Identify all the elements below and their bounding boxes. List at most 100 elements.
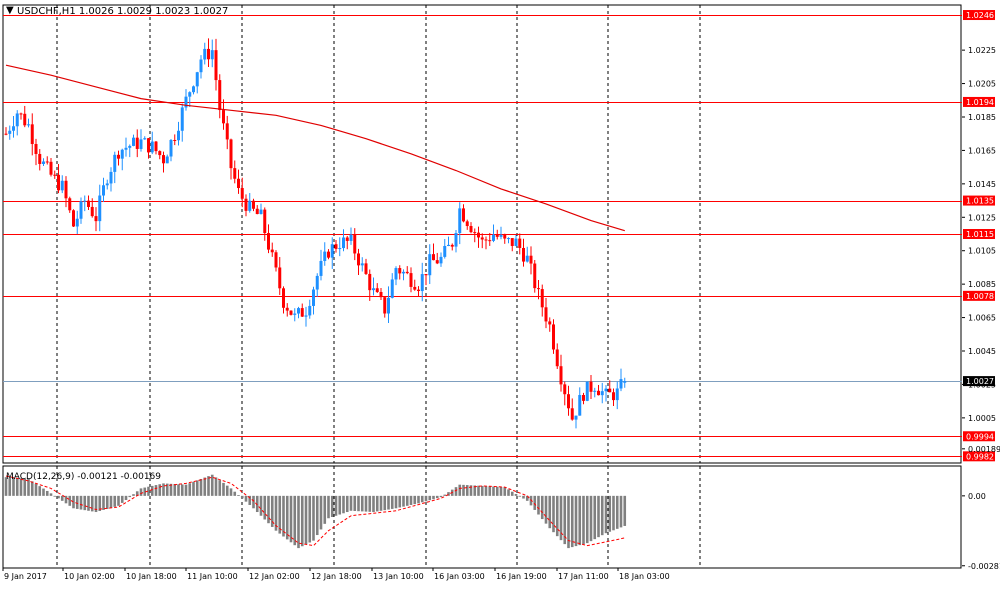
- y-tick-label: 1.0085: [968, 280, 996, 289]
- candle-body: [139, 139, 143, 149]
- macd-histogram-bar: [195, 480, 199, 496]
- candle-body: [259, 209, 263, 215]
- macd-histogram-bar: [27, 478, 30, 496]
- candle-body: [574, 415, 578, 420]
- current-price-tag-label: 1.0027: [966, 377, 994, 386]
- candle-body: [4, 133, 8, 135]
- macd-histogram-bar: [615, 495, 619, 529]
- macd-histogram-bar: [623, 495, 627, 526]
- candle-body: [300, 308, 304, 317]
- candle-body: [38, 153, 42, 164]
- candle-body: [162, 155, 165, 164]
- candle-body: [473, 232, 477, 234]
- macd-histogram-bar: [398, 495, 402, 508]
- candle-body: [8, 130, 12, 134]
- macd-histogram-bar: [229, 488, 233, 496]
- candle-body: [529, 255, 533, 264]
- candle-body: [53, 174, 57, 176]
- candle-body: [604, 388, 608, 392]
- candle-body: [323, 251, 327, 261]
- macd-histogram-bar: [57, 495, 60, 499]
- candle-body: [510, 238, 514, 246]
- macd-histogram-bar: [544, 495, 548, 524]
- candle-body: [612, 392, 615, 401]
- macd-histogram-bar: [540, 495, 544, 520]
- macd-histogram-bar: [334, 495, 338, 516]
- macd-histogram-bar: [323, 495, 327, 524]
- macd-histogram-bar: [338, 495, 342, 515]
- candle-body: [420, 274, 424, 292]
- macd-histogram-bar: [64, 495, 68, 504]
- macd-histogram-bar: [68, 495, 72, 506]
- candle-body: [372, 288, 375, 291]
- candle-body: [255, 208, 259, 215]
- macd-histogram-bar: [135, 491, 139, 496]
- level-price-tag: [963, 431, 995, 442]
- y-tick-label: 1.0065: [968, 314, 996, 323]
- candle-body: [462, 208, 465, 222]
- macd-histogram-bar: [285, 495, 289, 540]
- candle-body: [105, 183, 109, 186]
- candle-body: [469, 226, 473, 233]
- candle-body: [342, 237, 345, 249]
- candle-body: [19, 113, 23, 115]
- macd-histogram-bar: [53, 495, 57, 497]
- macd-histogram-bar: [424, 495, 428, 502]
- level-price-tag: [963, 229, 995, 239]
- candle-body: [540, 289, 544, 308]
- candle-body: [570, 408, 574, 420]
- candle-body: [270, 249, 274, 253]
- candle-body: [72, 210, 75, 227]
- candle-body: [90, 206, 94, 217]
- macd-histogram-bar: [372, 495, 375, 513]
- candle-body: [94, 216, 98, 222]
- macd-histogram-bar: [300, 495, 304, 547]
- candle-body: [83, 200, 87, 202]
- candle-body: [45, 161, 49, 163]
- macd-histogram-bar: [585, 495, 589, 544]
- macd-histogram-bar: [23, 478, 27, 496]
- macd-histogram-bar: [79, 495, 83, 510]
- macd-histogram-bar: [315, 495, 319, 536]
- moving-average-line: [5, 64, 625, 232]
- x-tick-label: 18 Jan 03:00: [619, 572, 670, 581]
- macd-histogram-bar: [34, 483, 38, 496]
- candle-body: [443, 245, 447, 257]
- macd-histogram-bar: [49, 493, 53, 496]
- candle-body: [525, 255, 529, 262]
- macd-histogram-bar: [604, 495, 608, 534]
- candle-body: [447, 244, 450, 246]
- header-arrow-icon[interactable]: ▼: [6, 5, 14, 16]
- candle-body: [349, 234, 353, 241]
- macd-histogram-bar: [507, 489, 510, 496]
- candle-body: [623, 381, 627, 383]
- candle-body: [282, 288, 285, 308]
- level-price-tag: [963, 195, 995, 206]
- candle-body: [308, 305, 312, 316]
- macd-histogram-bar: [413, 495, 417, 505]
- macd-histogram-bar: [308, 495, 312, 543]
- macd-y-tick-label: 0.00189: [968, 445, 1000, 454]
- macd-histogram-bar: [619, 495, 623, 528]
- macd-histogram-bar: [503, 487, 507, 496]
- macd-histogram-bar: [548, 495, 552, 529]
- macd-histogram-bar: [282, 495, 285, 537]
- macd-histogram-bar: [390, 495, 394, 509]
- macd-histogram-bar: [435, 495, 439, 499]
- macd-histogram-bar: [364, 495, 368, 512]
- candle-body: [428, 254, 432, 276]
- macd-histogram-bar: [439, 495, 443, 498]
- candle-body: [387, 297, 390, 314]
- candle-body: [124, 147, 128, 150]
- macd-histogram-bar: [570, 495, 574, 548]
- x-tick-label: 17 Jan 11:00: [558, 572, 609, 581]
- macd-y-tick-label: -0.00281: [968, 562, 1000, 571]
- candle-body: [285, 307, 289, 311]
- macd-histogram-bar: [525, 495, 529, 501]
- candle-body: [435, 260, 439, 264]
- macd-histogram-bar: [368, 495, 372, 512]
- candle-body: [600, 391, 604, 396]
- macd-histogram-bar: [113, 495, 117, 507]
